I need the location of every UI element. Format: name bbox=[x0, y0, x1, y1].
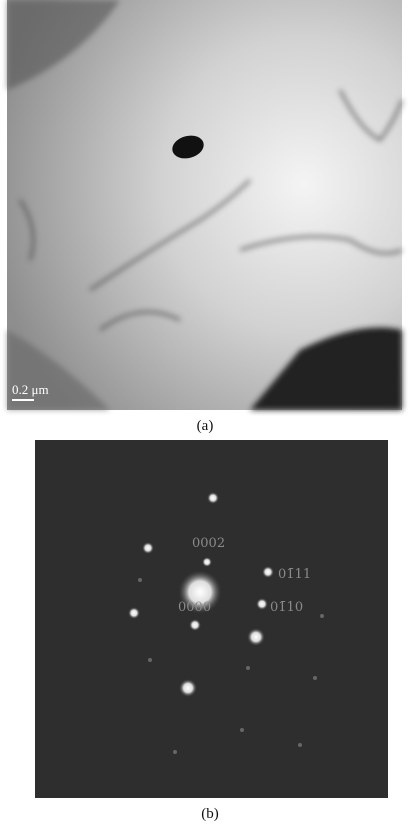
page: 0.2 μm (a) 0002 01̄11 0000 01̄10 (b) (()… bbox=[0, 0, 410, 826]
figure: 0.2 μm (a) 0002 01̄11 0000 01̄10 (b) bbox=[0, 0, 410, 826]
scale-bar-label: 0.2 μm bbox=[12, 382, 49, 397]
spot-label: 01̄10 bbox=[270, 600, 303, 615]
spot-label: 01̄11 bbox=[278, 567, 311, 582]
diffraction-image: 0002 01̄11 0000 01̄10 bbox=[35, 440, 388, 798]
caption: (a) bbox=[197, 418, 214, 434]
caption: (b) bbox=[201, 806, 219, 822]
tem-image: 0.2 μm bbox=[7, 0, 402, 410]
spot-label: 0000 bbox=[178, 600, 211, 615]
spot-label: 0002 bbox=[192, 536, 225, 551]
